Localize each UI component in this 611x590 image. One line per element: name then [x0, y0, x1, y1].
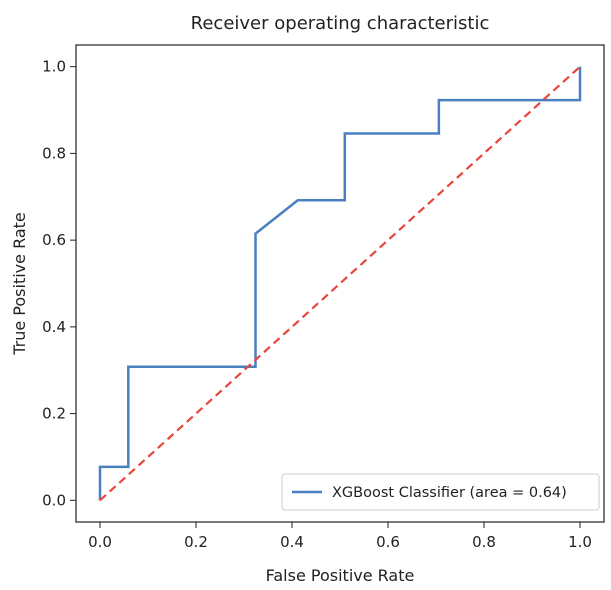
roc-curve-line	[98, 66, 582, 501]
x-tick-label: 1.0	[568, 533, 592, 551]
legend-entry-xgboost: XGBoost Classifier (area = 0.64)	[332, 485, 567, 501]
x-tick-label: 0.0	[88, 533, 112, 551]
y-tick-label: 0.0	[42, 491, 66, 509]
y-axis-label: True Positive Rate	[10, 212, 29, 356]
x-tick-label: 0.2	[184, 533, 208, 551]
x-tick-label: 0.6	[376, 533, 400, 551]
y-tick-label: 1.0	[42, 58, 66, 76]
legend: XGBoost Classifier (area = 0.64)	[281, 473, 600, 511]
y-tick-label: 0.6	[42, 231, 66, 249]
chance-diagonal-line	[99, 65, 581, 502]
x-axis-label: False Positive Rate	[266, 566, 415, 585]
chart-title: Receiver operating characteristic	[191, 13, 490, 34]
x-axis-ticks: 0.0 0.2 0.4 0.6 0.8 1.0	[88, 522, 592, 551]
y-axis-ticks: 0.0 0.2 0.4 0.6 0.8 1.0	[42, 58, 76, 509]
x-tick-label: 0.4	[280, 533, 304, 551]
plot-area	[98, 65, 582, 502]
y-tick-label: 0.4	[42, 318, 66, 336]
legend-box	[281, 473, 600, 511]
y-tick-label: 0.8	[42, 144, 66, 162]
y-tick-label: 0.2	[42, 405, 66, 423]
x-tick-label: 0.8	[472, 533, 496, 551]
